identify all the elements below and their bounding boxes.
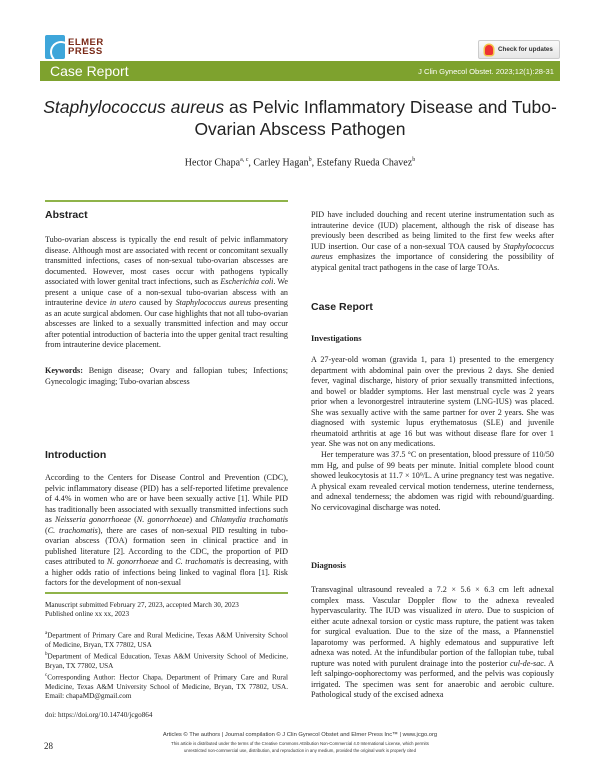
text-segment: caused by: [136, 298, 176, 308]
author-list: Hector Chapaa, c, Carley Haganb, Estefan…: [40, 157, 560, 168]
author-separator: ,: [311, 157, 317, 169]
article-title: Staphylococcus aureus as Pelvic Inflamma…: [40, 96, 560, 140]
title-organism: Staphylococcus aureus: [43, 97, 225, 117]
italic-text-segment: N. gonorrhoeae: [136, 515, 190, 525]
affiliation-text: Department of Medical Education, Texas A…: [45, 652, 288, 670]
text-segment: Transvaginal ultrasound revealed a 7.2 ×…: [311, 585, 554, 616]
text-segment: ), there are cases of non-sexual PID res…: [45, 525, 289, 567]
text-segment: is decreasing, with a higher odds ratio …: [45, 557, 288, 588]
published-date: Published online xx xx, 2023: [45, 610, 130, 619]
check-for-updates-button[interactable]: Check for updates: [478, 40, 560, 59]
check-updates-label: Check for updates: [498, 46, 553, 53]
text-segment: PID have included douching and recent ut…: [311, 210, 554, 251]
introduction-body: According to the Centers for Disease Con…: [45, 473, 288, 589]
text-segment: . Due to suspicion of either acute adnex…: [311, 606, 554, 668]
elmer-press-logo: ELMER PRESS: [45, 34, 125, 60]
abstract-heading: Abstract: [45, 209, 88, 221]
italic-text-segment: Chlamydia trachomatis: [210, 515, 288, 525]
affiliation: aDepartment of Primary Care and Rural Me…: [45, 629, 288, 650]
abstract-body: Tubo-ovarian abscess is typically the en…: [45, 235, 288, 351]
logo-line-1: ELMER: [68, 36, 104, 48]
affiliation: bDepartment of Medical Education, Texas …: [45, 650, 288, 671]
author-separator: ,: [248, 157, 254, 169]
text-segment: and: [158, 557, 176, 567]
italic-text-segment: N. gonorrhoeae: [106, 557, 159, 567]
author-affiliation-mark: b: [308, 157, 312, 163]
keywords: Keywords: Benign disease; Ovary and fall…: [45, 366, 288, 387]
diagnosis-heading: Diagnosis: [311, 560, 346, 570]
text-segment: According to the Centers for Disease Con…: [45, 473, 288, 525]
italic-text-segment: Staphylococcus aureus: [311, 241, 554, 262]
text-segment: . A left salpingo-oophorectomy was perfo…: [311, 658, 555, 700]
italic-text-segment: cul-de-sac: [510, 658, 544, 668]
italic-text-segment: in utero: [109, 298, 137, 308]
footnotes: Manuscript submitted February 27, 2023, …: [45, 601, 288, 720]
italic-text-segment: C. trachomatis: [175, 557, 225, 567]
affiliation-mark: c: [45, 673, 48, 679]
investigations-paragraph-1: A 27-year-old woman (gravida 1, para 1) …: [311, 355, 554, 450]
keywords-list: Benign disease; Ovary and fallopian tube…: [45, 366, 288, 386]
author-name: Hector Chapa: [184, 157, 241, 169]
investigations-heading: Investigations: [311, 333, 362, 343]
author-name: Carley Hagan: [253, 157, 309, 169]
header-band: Case Report J Clin Gynecol Obstet. 2023;…: [40, 61, 560, 81]
footnote-divider: [45, 592, 288, 594]
diagnosis-paragraph: Transvaginal ultrasound revealed a 7.2 ×…: [311, 585, 554, 701]
text-segment: Tubo-ovarian abscess is typically the en…: [45, 235, 288, 287]
author-affiliation-mark: a, c: [240, 157, 249, 163]
submission-dates: Manuscript submitted February 27, 2023, …: [45, 601, 239, 609]
bookmark-icon: [485, 44, 493, 55]
italic-text-segment: in utero: [455, 606, 482, 616]
text-segment: presenting as an acute surgical abdomen.…: [45, 298, 288, 350]
introduction-heading: Introduction: [45, 449, 107, 461]
text-segment: ) and: [189, 515, 211, 525]
italic-text-segment: C. trachomatis: [47, 525, 98, 535]
case-report-heading: Case Report: [311, 301, 373, 313]
author-affiliation-mark: b: [412, 157, 416, 163]
article-type: Case Report: [50, 63, 129, 79]
page-footer: Articles © The authors | Journal compila…: [100, 731, 500, 754]
keywords-label: Keywords:: [45, 366, 83, 375]
page-number: 28: [44, 741, 53, 751]
elmer-press-logo-icon: [45, 35, 65, 59]
logo-line-2: PRESS: [68, 46, 103, 57]
footer-license-1: This article is distributed under the te…: [171, 741, 429, 746]
doi-link[interactable]: doi: https://doi.org/10.14740/jcgo864: [45, 710, 153, 719]
journal-citation: J Clin Gynecol Obstet. 2023;12(1):28-31: [418, 66, 554, 76]
footer-copyright: Articles © The authors | Journal compila…: [162, 732, 438, 738]
author-name: Estefany Rueda Chavez: [316, 157, 413, 169]
affiliation-mark: a: [45, 630, 48, 636]
affiliation-text: Department of Primary Care and Rural Med…: [45, 631, 288, 649]
text-segment: . We present a unique case of a non-sexu…: [45, 277, 289, 308]
text-segment: Her temperature was 37.5 °C on presentat…: [311, 450, 554, 512]
italic-text-segment: Neisseria gonorrhoeae: [55, 515, 131, 525]
section-divider: [45, 200, 288, 202]
investigations-paragraph-2: Her temperature was 37.5 °C on presentat…: [311, 450, 554, 513]
affiliation-text: Corresponding Author: Hector Chapa, Depa…: [45, 673, 288, 701]
italic-text-segment: Staphylococcus aureus: [175, 298, 252, 308]
title-rest: as Pelvic Inflammatory Disease and Tubo-…: [194, 97, 557, 139]
text-segment: (: [45, 525, 48, 535]
footer-license-2: unrestricted non-commercial use, distrib…: [184, 748, 416, 753]
text-segment: emphasizes the importance of considering…: [311, 252, 554, 272]
affiliation: cCorresponding Author: Hector Chapa, Dep…: [45, 671, 288, 702]
intro-continued: PID have included douching and recent ut…: [311, 210, 554, 273]
text-segment: (: [130, 515, 137, 525]
italic-text-segment: Escherichia coli: [220, 277, 274, 287]
affiliation-mark: b: [45, 652, 48, 658]
text-segment: A 27-year-old woman (gravida 1, para 1) …: [311, 355, 554, 449]
